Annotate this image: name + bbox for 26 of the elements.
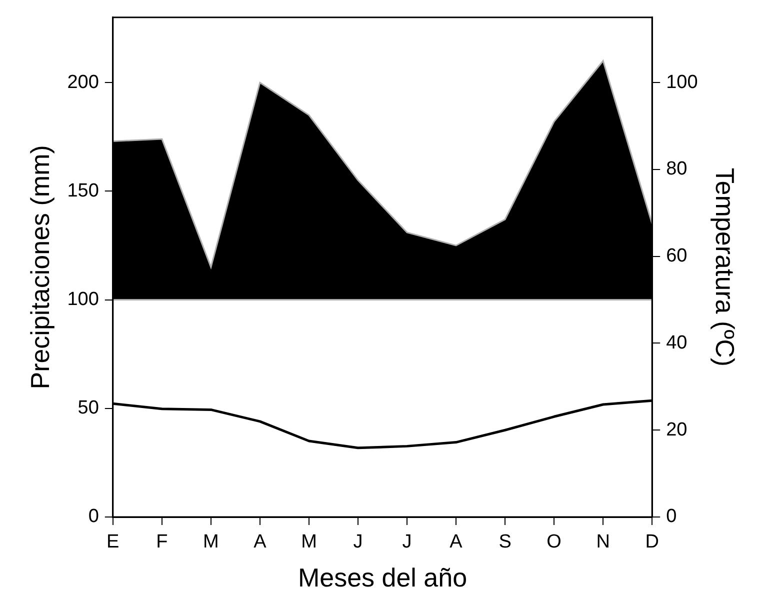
x-tick-label: M — [301, 532, 317, 553]
x-axis-title: Meses del año — [298, 562, 468, 593]
y2-tick-label: 40 — [666, 332, 688, 354]
y2-tick-label: 0 — [666, 506, 677, 528]
x-tick-label: E — [106, 532, 120, 553]
y2-axis-title: Temperatura (ºC) — [710, 168, 740, 367]
y2-tick-label: 20 — [666, 419, 688, 440]
y-tick-label: 200 — [67, 72, 99, 93]
x-tick-label: J — [353, 532, 363, 553]
x-tick-label: J — [402, 532, 412, 553]
x-tick-label: O — [546, 532, 562, 553]
y2-tick-label: 100 — [666, 72, 698, 93]
x-tick-label: A — [450, 532, 463, 553]
y-tick-label: 100 — [67, 289, 99, 310]
y-axis-title: Precipitaciones (mm) — [24, 145, 55, 390]
x-tick-label: N — [596, 532, 610, 553]
y2-tick-label: 60 — [666, 246, 688, 267]
y-tick-label: 150 — [67, 180, 99, 202]
x-tick-label: S — [498, 532, 512, 553]
x-tick-label: A — [254, 532, 267, 553]
y-tick-label: 0 — [88, 506, 99, 528]
y-tick-label: 50 — [78, 398, 99, 419]
x-tick-label: D — [645, 532, 659, 553]
x-tick-label: M — [203, 532, 219, 553]
y2-tick-label: 80 — [666, 158, 688, 180]
x-tick-label: F — [156, 532, 168, 553]
